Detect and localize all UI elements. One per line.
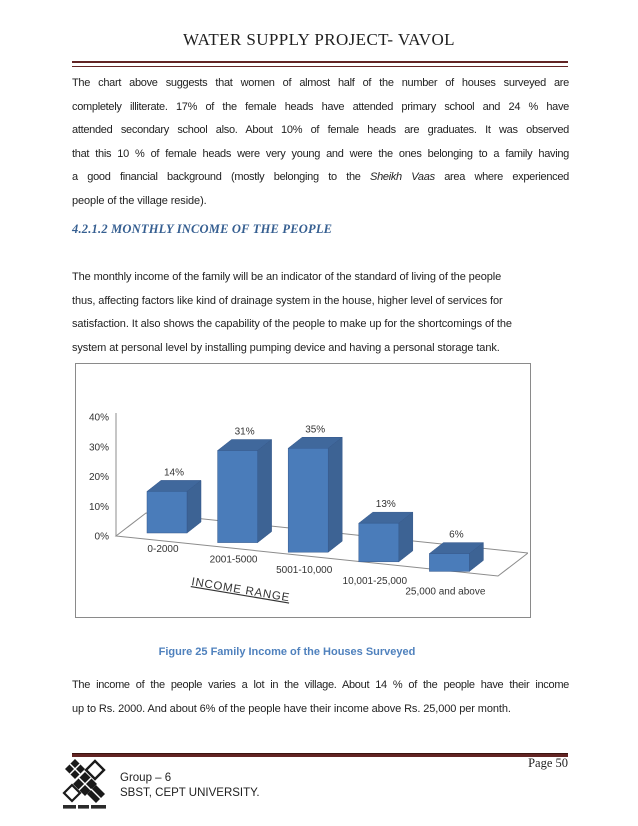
bar-4 [428, 542, 485, 572]
footer-group-label: Group – 6 [120, 772, 172, 784]
paragraph-line: The chart above suggests that women of a… [72, 77, 569, 89]
paragraph-line: up to Rs. 2000. And about 6% of the peop… [72, 703, 511, 715]
bar-data-label: 35% [305, 424, 325, 435]
x-category-label: 2001-5000 [210, 555, 258, 566]
bar-1 [216, 439, 273, 544]
y-tick-label: 20% [89, 472, 109, 483]
page-number: Page 50 [528, 756, 568, 770]
y-tick-label: 30% [89, 442, 109, 453]
income-bar-chart: 0% 10% 20% 30% 40% 14% 0-2000 31% 2001-5000 35% 50… [75, 363, 531, 618]
section-heading: 4.2.1.2 MONTHLY INCOME OF THE PEOPLE [72, 222, 333, 236]
italic-term: Sheikh Vaas [370, 171, 435, 183]
bar-data-label: 6% [449, 530, 464, 541]
x-axis-title: INCOME RANGE [191, 576, 291, 604]
cept-logo-emblem [62, 759, 106, 809]
paragraph-line: a good financial background (mostly belo… [72, 166, 569, 190]
x-category-label: 25,000 and above [405, 586, 486, 597]
page-title: WATER SUPPLY PROJECT- VAVOL [183, 30, 455, 49]
paragraph-line: completely illiterate. 17% of the female… [72, 100, 569, 113]
paragraph-line: The monthly income of the family will be… [72, 271, 502, 283]
paragraph-text: a good financial background (mostly belo… [72, 171, 371, 183]
figure-caption: Figure 25 Family Income of the Houses Su… [158, 646, 416, 658]
bar-data-label: 14% [164, 467, 184, 478]
x-category-label: 10,001-25,000 [343, 576, 408, 587]
y-tick-label: 10% [89, 502, 109, 513]
bar-data-label: 31% [235, 427, 255, 438]
bar-data-label: 13% [376, 499, 396, 510]
paragraph-line: that this 10 % of female heads were very… [72, 147, 569, 160]
y-tick-label: 40% [89, 413, 109, 424]
chart-canvas: 0% 10% 20% 30% 40% 14% 0-2000 31% 2001-5000 35% 50… [89, 413, 530, 604]
paragraph-literacy: The chart above suggests that women of a… [72, 72, 569, 213]
footer-credits: Group – 6 SBST, CEPT UNIVERSITY. [120, 771, 260, 800]
title-divider-rule [72, 61, 568, 67]
bar-3 [358, 511, 414, 563]
paragraph-line: people of the village reside). [72, 194, 207, 207]
x-category-label: 0-2000 [147, 544, 179, 555]
paragraph-line: attended secondary school also. About 10… [72, 124, 569, 136]
paragraph-line: thus, affecting factors like kind of dra… [72, 294, 503, 307]
cept-university-logo [60, 757, 110, 812]
bar-2 [287, 436, 343, 553]
paragraph-income-summary: The income of the people varies a lot in… [72, 673, 569, 721]
paragraph-line: system at personal level by installing p… [72, 341, 500, 354]
paragraph-text: area where experienced [434, 171, 569, 183]
footer-university-label: SBST, CEPT UNIVERSITY. [120, 786, 260, 799]
x-category-label: 5001-10,000 [276, 565, 333, 576]
paragraph-income-intro: The monthly income of the family will be… [72, 266, 569, 360]
paragraph-line: satisfaction. It also shows the capabili… [72, 318, 512, 330]
footer-divider-rule [72, 753, 568, 757]
bar-0 [146, 479, 202, 534]
paragraph-line: The income of the people varies a lot in… [72, 679, 569, 691]
y-tick-label: 0% [95, 532, 110, 543]
